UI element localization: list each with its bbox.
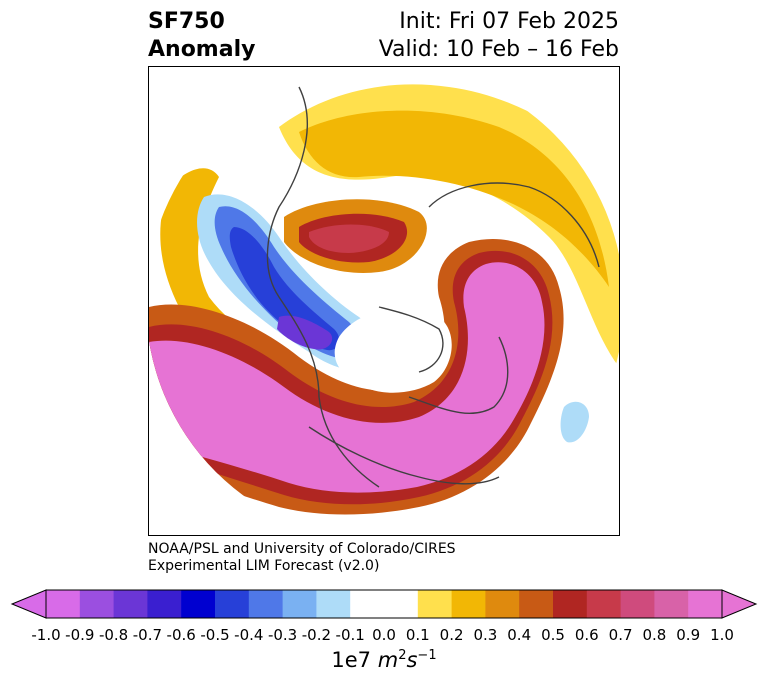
coastlines: [266, 86, 600, 488]
units-mid: s: [406, 648, 418, 672]
positive-anomaly-north-inner: [299, 110, 609, 288]
colorbar-segment: [417, 590, 453, 618]
colorbar-segment: [113, 590, 148, 618]
colorbar-tick-label: -0.2: [301, 626, 332, 644]
init-date: Init: Fri 07 Feb 2025: [399, 9, 619, 34]
negative-anomaly-core: [229, 227, 340, 351]
colorbar-tick-label: -0.6: [166, 626, 196, 644]
colorbar-segment: [350, 590, 385, 618]
colorbar-segment: [79, 590, 115, 618]
colorbar-segment: [553, 590, 588, 618]
colorbar-segment: [688, 590, 723, 618]
map-title: SF750 Anomaly: [148, 8, 255, 64]
units-base: m: [377, 648, 399, 672]
colorbar-tick-label: 0.0: [372, 626, 396, 644]
field-label: Anomaly: [148, 37, 256, 62]
colorbar-tick-label: 0.3: [473, 626, 498, 644]
colorbar-tick-label: 0.1: [405, 626, 430, 644]
colorbar-tick-label: 0.9: [676, 626, 701, 644]
colorbar-tick-label: -0.5: [200, 626, 230, 644]
colorbar-tick-label: 0.2: [439, 626, 464, 644]
colorbar-tick-label: -1.0: [31, 626, 61, 644]
colorbar-tick-label: 1.0: [710, 626, 734, 644]
colorbar-segment: [46, 590, 81, 618]
colorbar-extend-min: [10, 589, 47, 619]
colorbar-segment: [147, 590, 182, 618]
colorbar-svg: [10, 589, 758, 619]
colorbar-tick-label: -0.1: [335, 626, 365, 644]
colorbar-tick-label: 0.6: [574, 626, 599, 644]
colorbar-segment: [384, 590, 419, 618]
units-exp1: 2: [398, 648, 407, 663]
colorbar-segment: [181, 590, 216, 618]
colorbar-tick-label: 0.7: [608, 626, 633, 644]
colorbar-tick-labels: -1.0 -0.9 -0.8 -0.7 -0.6 -0.5 -0.4 -0.3 -0.2 -0.1…: [0, 626, 768, 646]
colorbar-tick-label: -0.7: [132, 626, 163, 644]
colorbar-segment: [451, 590, 486, 618]
colorbar-segment: [215, 590, 250, 618]
negative-anomaly-peak: [277, 315, 333, 350]
colorbar-segment: [654, 590, 689, 618]
colorbar: [0, 588, 768, 620]
anomaly-map: [146, 64, 624, 542]
variable-label: SF750: [148, 9, 225, 34]
valid-range: Valid: 10 Feb – 16 Feb: [378, 37, 619, 62]
colorbar-segment: [586, 590, 622, 618]
forecast-dates: Init: Fri 07 Feb 2025 Valid: 10 Feb – 16…: [379, 8, 619, 64]
colorbar-segment: [282, 590, 317, 618]
colorbar-outline: [45, 589, 723, 619]
colorbar-segment: [316, 590, 351, 618]
colorbar-segment: [519, 590, 554, 618]
units-exp2: −1: [417, 648, 437, 663]
colorbar-tick-label: -0.4: [234, 626, 264, 644]
colorbar-tick-label: 0.8: [642, 626, 667, 644]
credit-line-2: Experimental LIM Forecast (v2.0): [148, 558, 380, 574]
colorbar-tick-label: 0.5: [541, 626, 565, 644]
positive-anomaly-atlantic-core: [149, 262, 545, 493]
colorbar-segment: [620, 590, 655, 618]
colorbar-segment: [248, 590, 284, 618]
colorbar-extend-max: [721, 589, 758, 619]
colorbar-segment: [485, 590, 520, 618]
positive-anomaly-core-asia-3: [309, 224, 389, 253]
units-prefix: 1e7: [331, 648, 378, 672]
negative-anomaly-east-patch: [560, 401, 589, 443]
credit-text: NOAA/PSL and University of Colorado/CIRE…: [148, 541, 456, 575]
colorbar-tick-label: 0.4: [507, 626, 532, 644]
colorbar-tick-label: -0.8: [98, 626, 129, 644]
colorbar-units: 1e7 m2s−1: [0, 648, 768, 672]
pole-neutral-region: [334, 308, 452, 393]
map-panel: [146, 64, 624, 542]
credit-line-1: NOAA/PSL and University of Colorado/CIRE…: [148, 541, 456, 557]
colorbar-tick-label: -0.3: [267, 626, 298, 644]
colorbar-tick-label: -0.9: [65, 626, 95, 644]
